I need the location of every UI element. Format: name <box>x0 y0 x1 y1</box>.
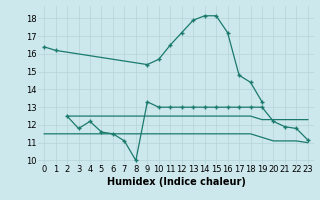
X-axis label: Humidex (Indice chaleur): Humidex (Indice chaleur) <box>107 177 245 187</box>
